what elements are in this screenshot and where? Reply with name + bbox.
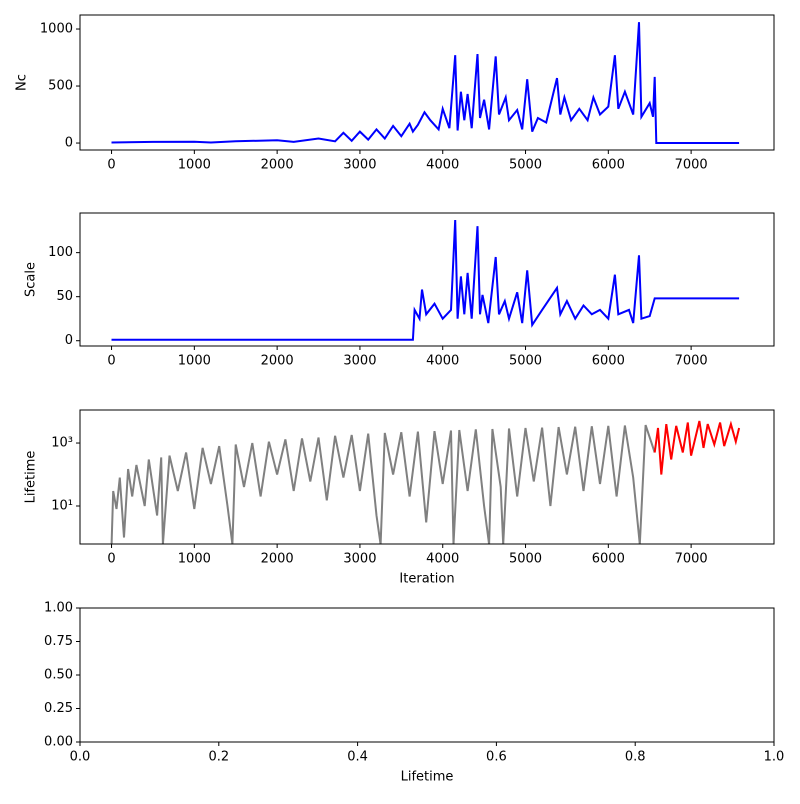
x-tick-label: 7000	[675, 158, 708, 173]
y-tick-label: 0.50	[44, 668, 73, 683]
x-tick-label: 4000	[426, 552, 459, 567]
y-tick-label: 50	[56, 289, 73, 304]
plot-area	[111, 22, 740, 144]
x-tick-label: 0	[107, 552, 115, 567]
x-tick-label: 2000	[261, 552, 294, 567]
x-tick-label: 0.6	[486, 750, 507, 765]
x-tick-label: 5000	[509, 158, 542, 173]
y-axis-label: Nc	[15, 74, 30, 91]
axes-frame	[79, 14, 775, 151]
axes-frame	[79, 607, 775, 743]
x-tick-label: 0.8	[625, 750, 646, 765]
y-tick-label: 0	[65, 333, 73, 348]
y-tick-label: 500	[48, 79, 73, 94]
data-line	[653, 420, 741, 475]
y-axis-label: Lifetime	[24, 451, 39, 504]
x-tick-label: 1.0	[764, 750, 785, 765]
x-tick-label: 0.0	[70, 750, 91, 765]
x-tick-label: 7000	[675, 354, 708, 369]
y-tick-label: 0.25	[44, 701, 73, 716]
x-axis-label: Iteration	[399, 572, 454, 587]
y-tick-label: 0.00	[44, 735, 73, 750]
plot-area	[111, 219, 740, 341]
y-tick-label: 0	[65, 136, 73, 151]
plot-area	[110, 420, 741, 544]
axes-frame	[79, 212, 775, 347]
y-tick-label: 1.00	[44, 601, 73, 616]
x-tick-label: 7000	[675, 552, 708, 567]
x-tick-label: 1000	[178, 552, 211, 567]
x-tick-label: 6000	[592, 354, 625, 369]
x-tick-label: 1000	[178, 158, 211, 173]
y-tick-label: 1000	[40, 22, 73, 37]
x-tick-label: 0.4	[347, 750, 368, 765]
x-tick-label: 3000	[343, 552, 376, 567]
axes-frame	[79, 409, 775, 545]
data-line	[111, 219, 740, 341]
x-axis-label: Lifetime	[401, 770, 454, 785]
data-line	[110, 424, 656, 544]
x-tick-label: 0.2	[208, 750, 229, 765]
x-tick-label: 6000	[592, 158, 625, 173]
x-tick-label: 6000	[592, 552, 625, 567]
x-tick-label: 1000	[178, 354, 211, 369]
x-tick-label: 2000	[261, 158, 294, 173]
x-tick-label: 4000	[426, 354, 459, 369]
y-tick-label: 100	[48, 245, 73, 260]
y-tick-label: 10¹	[51, 498, 73, 513]
x-tick-label: 4000	[426, 158, 459, 173]
y-axis-label: Scale	[24, 262, 39, 297]
x-tick-label: 3000	[343, 354, 376, 369]
y-tick-label: 10³	[51, 436, 73, 451]
y-tick-label: 0.75	[44, 634, 73, 649]
x-tick-label: 2000	[261, 354, 294, 369]
x-tick-label: 5000	[509, 354, 542, 369]
x-tick-label: 5000	[509, 552, 542, 567]
data-line	[111, 22, 740, 144]
x-tick-label: 3000	[343, 158, 376, 173]
x-tick-label: 0	[107, 354, 115, 369]
x-tick-label: 0	[107, 158, 115, 173]
